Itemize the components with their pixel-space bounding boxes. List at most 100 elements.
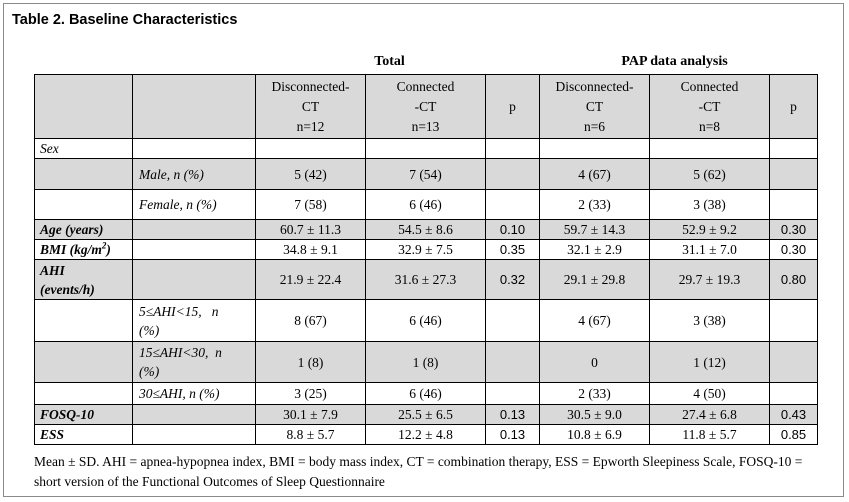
table-row-bmi: BMI (kg/m2) 34.8 ± 9.1 32.9 ± 7.5 0.35 3… — [34, 239, 818, 260]
table-row-fosq: FOSQ-10 30.1 ± 7.9 25.5 ± 6.5 0.13 30.5 … — [34, 404, 818, 425]
group-header-total: Total — [374, 54, 405, 69]
cell-p: 0.10 — [485, 219, 540, 240]
col-pap-p: p — [769, 74, 818, 139]
row-label: 30≤AHI, n (%) — [132, 382, 256, 405]
table-row-female: Female, n (%) 7 (58) 6 (46) 2 (33) 3 (38… — [34, 189, 818, 220]
table-row-age: Age (years) 60.7 ± 11.3 54.5 ± 8.6 0.10 … — [34, 219, 818, 240]
cell-pap-connected: 4 (50) — [649, 382, 770, 405]
cell-p: 0.32 — [485, 259, 540, 300]
row-label: Male, n (%) — [132, 158, 256, 190]
cell-pap-connected: 27.4 ± 6.8 — [649, 404, 770, 425]
col-line: Connected — [680, 78, 739, 94]
cell-pap-disconnected: 2 (33) — [539, 382, 650, 405]
cell-pap-disconnected: 29.1 ± 29.8 — [539, 259, 650, 300]
empty-cell — [34, 382, 133, 405]
cell-p — [485, 382, 540, 405]
cell-p — [485, 189, 540, 220]
empty-cell — [649, 138, 770, 159]
empty-cell — [132, 259, 256, 300]
cell-pap-p — [769, 158, 818, 190]
cell-disconnected: 8.8 ± 5.7 — [255, 424, 366, 445]
header-row: Disconnected- CT n=12 Connected -CT n=13… — [34, 74, 818, 139]
cell-pap-connected: 1 (12) — [649, 341, 770, 383]
cell-connected: 54.5 ± 8.6 — [365, 219, 486, 240]
label-line: (%) — [139, 322, 160, 338]
col-connected-ct: Connected -CT n=13 — [365, 74, 486, 139]
label-line: (%) — [139, 364, 160, 379]
cell-pap-disconnected: 10.8 ± 6.9 — [539, 424, 650, 445]
cell-pap-p: 0.30 — [769, 219, 818, 240]
cell-pap-p — [769, 189, 818, 220]
row-label: Sex — [34, 138, 133, 159]
cell-p — [485, 299, 540, 342]
empty-cell — [132, 239, 256, 260]
figure-frame — [3, 3, 844, 497]
label-text: BMI (kg/m — [40, 242, 102, 257]
cell-pap-p — [769, 382, 818, 405]
header-empty-cell — [132, 74, 256, 139]
cell-pap-p: 0.85 — [769, 424, 818, 445]
cell-disconnected: 5 (42) — [255, 158, 366, 190]
table-row-sex: Sex — [34, 138, 818, 159]
col-line: n=8 — [698, 118, 721, 134]
label-text: ) — [106, 242, 111, 257]
empty-cell — [34, 299, 133, 342]
cell-disconnected: 3 (25) — [255, 382, 366, 405]
empty-cell — [34, 341, 133, 383]
cell-pap-p — [769, 341, 818, 383]
cell-disconnected: 60.7 ± 11.3 — [255, 219, 366, 240]
empty-cell — [132, 404, 256, 425]
row-label: Age (years) — [34, 219, 133, 240]
cell-p — [485, 341, 540, 383]
table-row-ahi: AHI (events/h) 21.9 ± 22.4 31.6 ± 27.3 0… — [34, 259, 818, 300]
cell-pap-connected: 52.9 ± 9.2 — [649, 219, 770, 240]
table-row-ess: ESS 8.8 ± 5.7 12.2 ± 4.8 0.13 10.8 ± 6.9… — [34, 424, 818, 445]
table-title: Table 2. Baseline Characteristics — [12, 12, 238, 28]
table-row-ahi-30: 30≤AHI, n (%) 3 (25) 6 (46) 2 (33) 4 (50… — [34, 382, 818, 405]
cell-disconnected: 34.8 ± 9.1 — [255, 239, 366, 260]
cell-pap-p: 0.80 — [769, 259, 818, 300]
cell-connected: 25.5 ± 6.5 — [365, 404, 486, 425]
cell-connected: 6 (46) — [365, 299, 486, 342]
row-label: 5≤AHI<15, n (%) — [132, 299, 256, 342]
cell-p: 0.13 — [485, 404, 540, 425]
row-label: FOSQ-10 — [34, 404, 133, 425]
cell-pap-disconnected: 4 (67) — [539, 299, 650, 342]
empty-cell — [132, 424, 256, 445]
cell-disconnected: 7 (58) — [255, 189, 366, 220]
cell-pap-p: 0.30 — [769, 239, 818, 260]
col-line: Disconnected- — [271, 78, 350, 94]
cell-disconnected: 30.1 ± 7.9 — [255, 404, 366, 425]
cell-disconnected: 1 (8) — [255, 341, 366, 383]
cell-p — [485, 158, 540, 190]
cell-disconnected: 8 (67) — [255, 299, 366, 342]
col-pap-disconnected-ct: Disconnected- CT n=6 — [539, 74, 650, 139]
col-disconnected-ct: Disconnected- CT n=12 — [255, 74, 366, 139]
cell-pap-disconnected: 4 (67) — [539, 158, 650, 190]
cell-pap-connected: 31.1 ± 7.0 — [649, 239, 770, 260]
table-row-male: Male, n (%) 5 (42) 7 (54) 4 (67) 5 (62) — [34, 158, 818, 190]
row-label: ESS — [34, 424, 133, 445]
cell-pap-connected: 11.8 ± 5.7 — [649, 424, 770, 445]
cell-pap-connected: 29.7 ± 19.3 — [649, 259, 770, 300]
cell-pap-disconnected: 0 — [539, 341, 650, 383]
cell-connected: 32.9 ± 7.5 — [365, 239, 486, 260]
empty-cell — [255, 138, 366, 159]
empty-cell — [34, 158, 133, 190]
empty-cell — [485, 138, 540, 159]
empty-cell — [132, 138, 256, 159]
cell-connected: 31.6 ± 27.3 — [365, 259, 486, 300]
label-line: 5≤AHI<15, n — [139, 303, 219, 319]
cell-pap-connected: 5 (62) — [649, 158, 770, 190]
label-superscript: 2 — [101, 240, 107, 251]
cell-pap-disconnected: 30.5 ± 9.0 — [539, 404, 650, 425]
empty-cell — [132, 219, 256, 240]
cell-pap-disconnected: 2 (33) — [539, 189, 650, 220]
empty-cell — [769, 138, 818, 159]
cell-disconnected: 21.9 ± 22.4 — [255, 259, 366, 300]
col-line: -CT — [414, 98, 437, 114]
col-line: Connected — [396, 78, 455, 94]
cell-pap-p: 0.43 — [769, 404, 818, 425]
cell-connected: 12.2 ± 4.8 — [365, 424, 486, 445]
cell-connected: 6 (46) — [365, 382, 486, 405]
